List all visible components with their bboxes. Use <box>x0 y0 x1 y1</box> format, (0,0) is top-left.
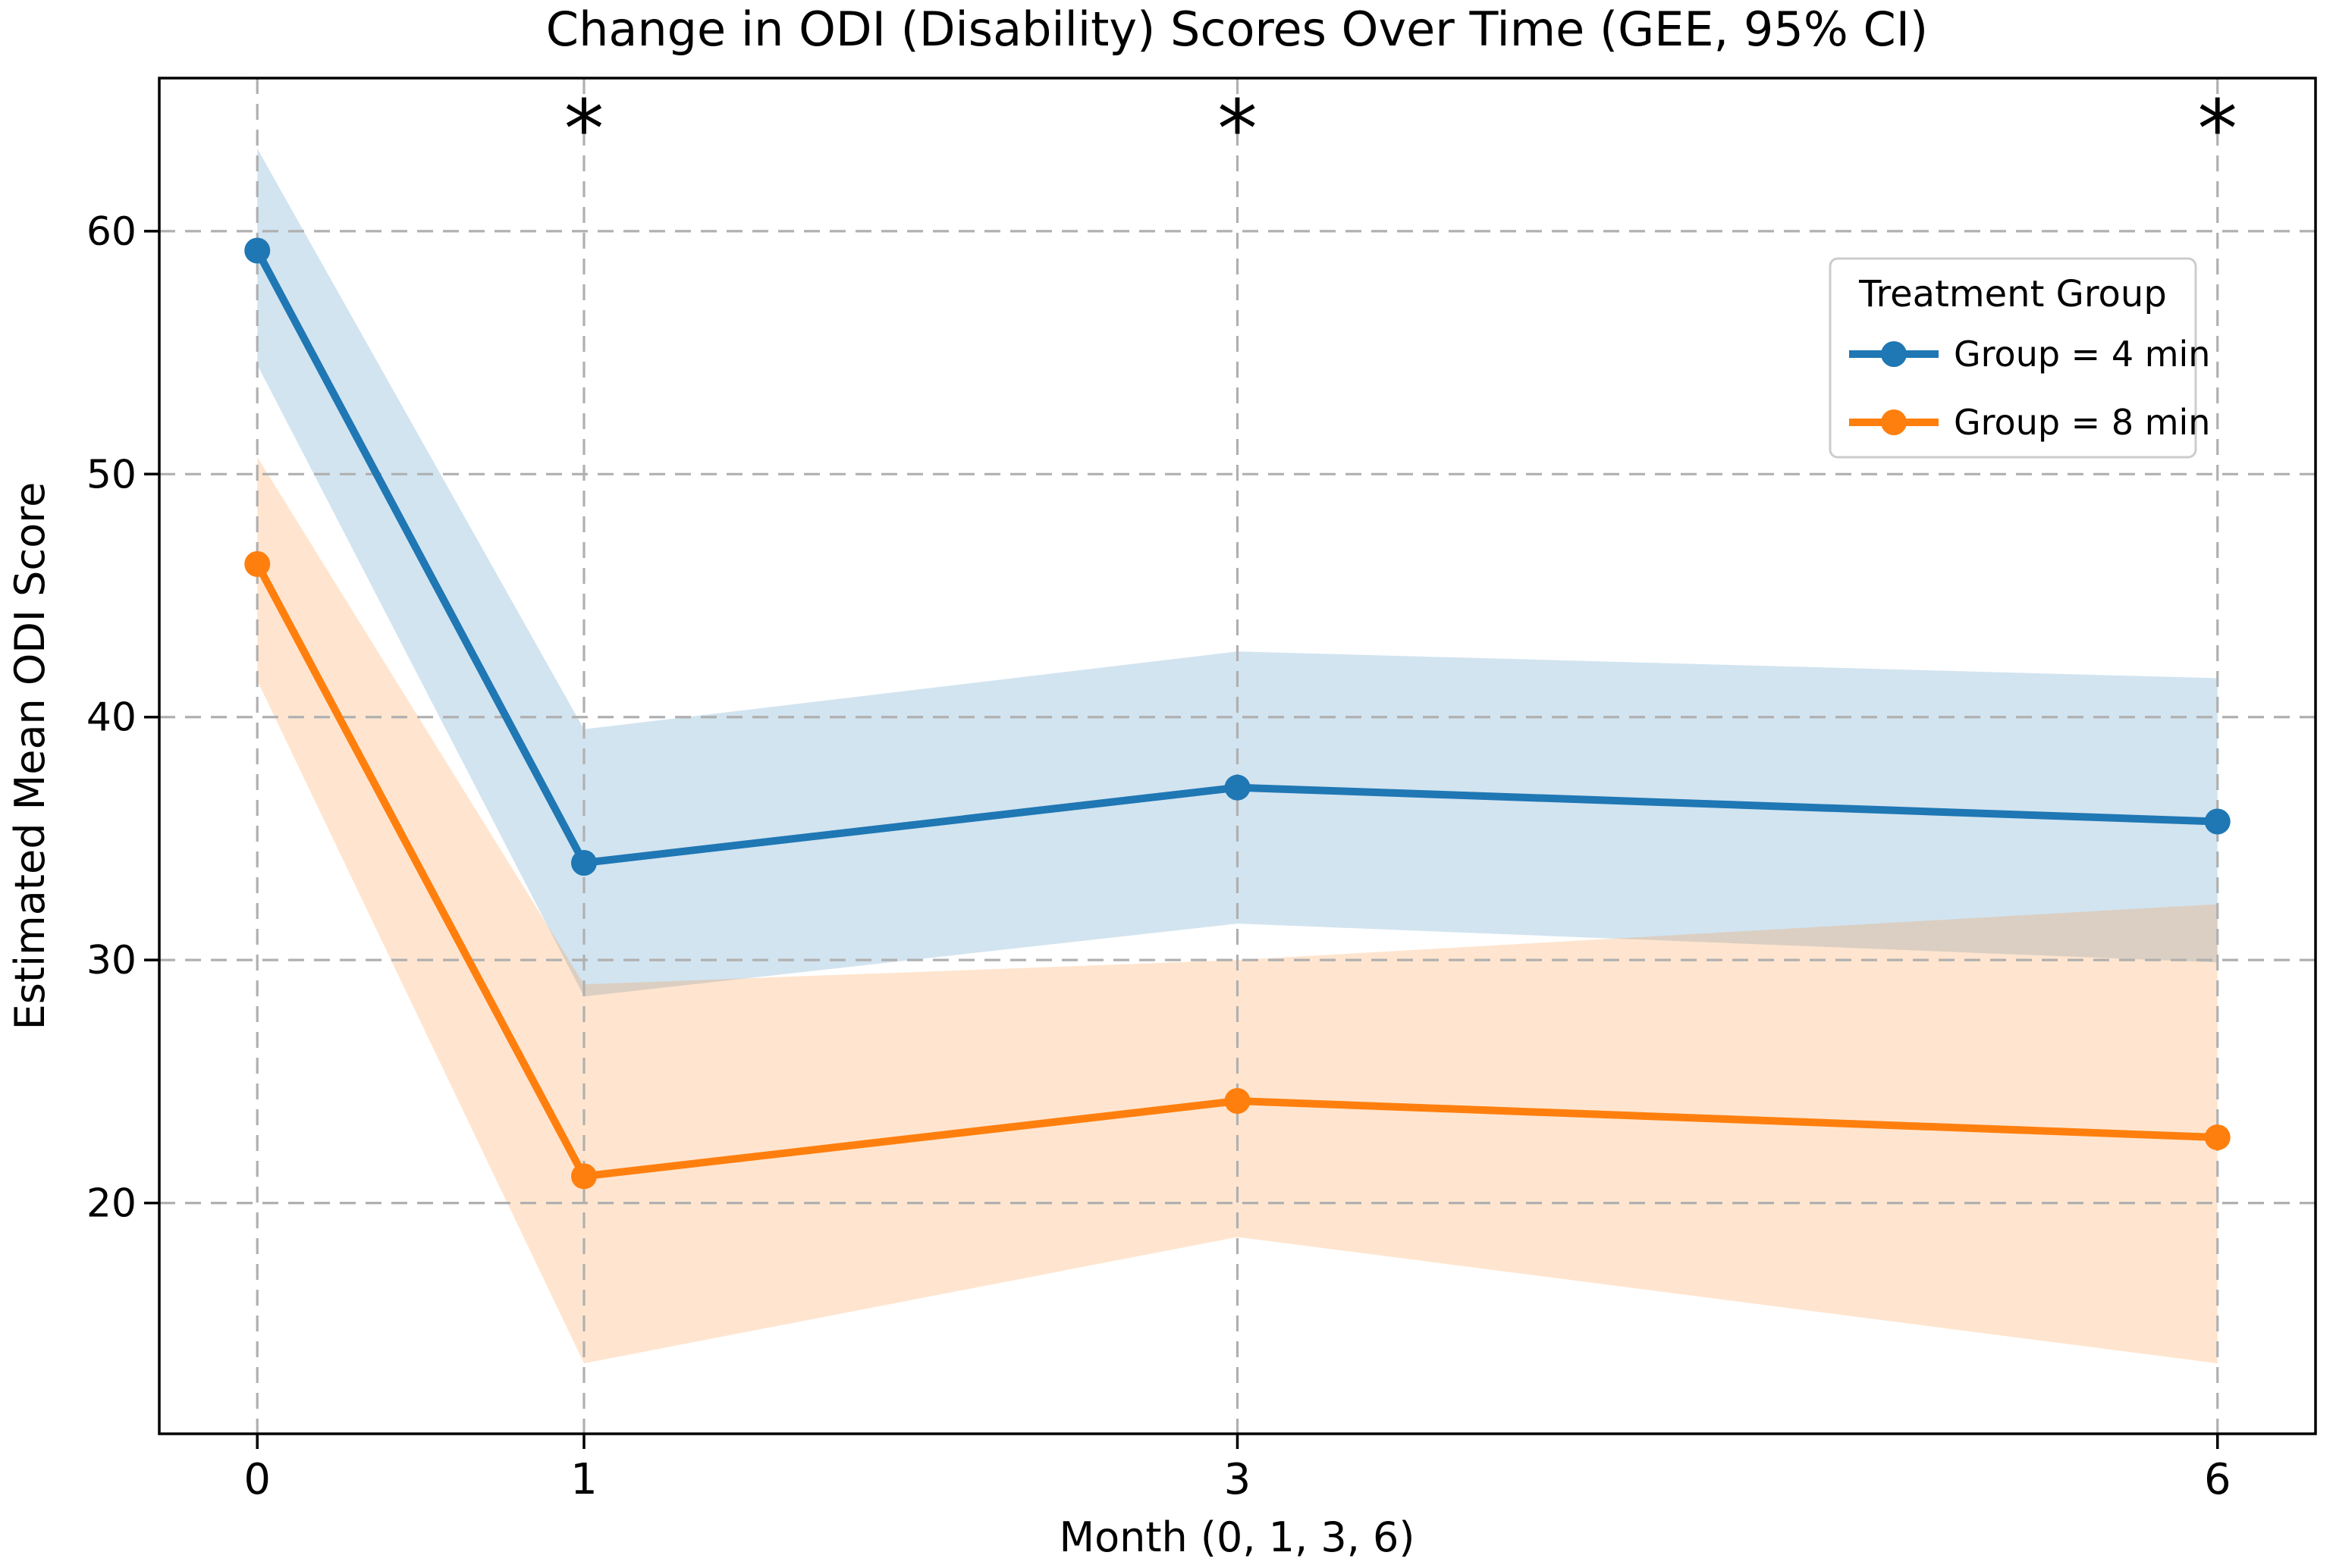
data-point-8min-month-6 <box>2204 1124 2231 1151</box>
x-tick-label-6: 6 <box>2204 1455 2231 1504</box>
legend-label-4min: Group = 4 min <box>1954 334 2210 375</box>
series-line-8min <box>253 560 2221 1181</box>
significance-layer: * * * <box>564 83 2237 176</box>
legend-item-8min: Group = 8 min <box>1849 402 2210 443</box>
significance-asterisk-month-1: * <box>564 83 604 176</box>
legend-title: Treatment Group <box>1858 273 2167 315</box>
ci-band-4min <box>257 148 2218 997</box>
data-point-4min-month-0 <box>244 237 271 264</box>
legend-label-8min: Group = 8 min <box>1954 402 2210 443</box>
y-tick-label-30: 30 <box>86 938 137 983</box>
legend-item-4min: Group = 4 min <box>1849 334 2210 375</box>
significance-asterisk-month-6: * <box>2198 83 2238 176</box>
data-point-4min-month-6 <box>2204 808 2231 835</box>
series-line-4min <box>253 246 2221 867</box>
y-tick-label-40: 40 <box>86 695 137 741</box>
legend: Treatment Group Group = 4 min Group = 8 … <box>1829 257 2210 459</box>
data-point-8min-month-3 <box>1224 1088 1251 1115</box>
x-axis-label: Month (0, 1, 3, 6) <box>1060 1513 1415 1561</box>
ci-band-8min <box>257 456 2218 1364</box>
x-tick-label-3: 3 <box>1224 1455 1251 1504</box>
data-point-4min-month-1 <box>570 849 597 876</box>
data-point-8min-month-1 <box>570 1163 597 1190</box>
x-tick-label-1: 1 <box>570 1455 598 1504</box>
data-point-4min-month-3 <box>1224 774 1251 801</box>
y-tick-label-50: 50 <box>86 452 137 497</box>
significance-asterisk-month-3: * <box>1217 83 1257 176</box>
legend-marker-8min-icon <box>1881 409 1907 435</box>
y-tick-label-60: 60 <box>86 209 137 255</box>
ticks-layer: 0 1 3 6 20 30 40 50 60 <box>86 209 2231 1504</box>
chart-title: Change in ODI (Disability) Scores Over T… <box>546 2 1928 57</box>
y-tick-label-20: 20 <box>86 1181 137 1227</box>
legend-box <box>1829 257 2197 459</box>
gridlines-layer <box>159 78 2316 1434</box>
x-tick-label-0: 0 <box>243 1455 271 1504</box>
series-layer <box>244 237 2231 1190</box>
legend-marker-4min-icon <box>1881 341 1907 367</box>
y-axis-label: Estimated Mean ODI Score <box>6 482 54 1030</box>
ci-bands-layer <box>257 148 2218 1364</box>
data-point-8min-month-0 <box>244 550 271 577</box>
